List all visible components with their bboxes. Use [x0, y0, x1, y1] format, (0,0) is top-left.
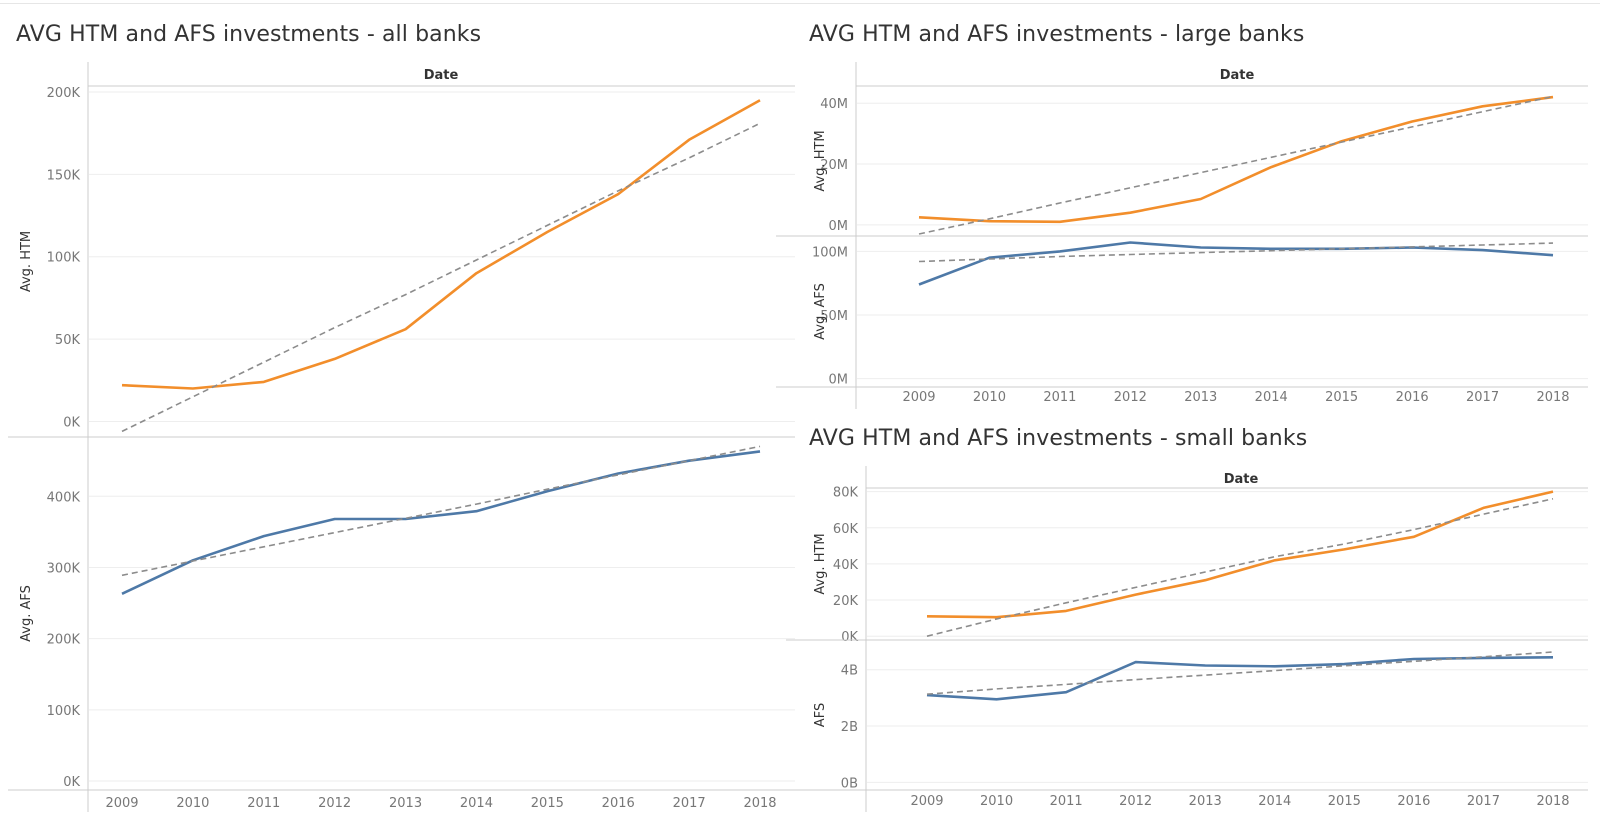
htm-series-line: [918, 95, 1554, 224]
trend-line: [918, 95, 1554, 235]
x-tick-label: 2010: [973, 390, 1006, 405]
chart-panel-0: Date 0K 50K 100K 150K 200K Avg. HTM 0K 100K 200K 3…: [8, 62, 795, 812]
y-tick-label: 300K: [47, 561, 81, 576]
x-tick-label: 2012: [1114, 390, 1147, 405]
afs-series-line: [918, 241, 1554, 286]
x-tick-label: 2010: [980, 794, 1013, 809]
x-tick-label: 2011: [1050, 794, 1083, 809]
panel-title-small-banks: AVG HTM and AFS investments - small bank…: [809, 426, 1308, 451]
x-tick-label: 2009: [902, 390, 935, 405]
y-tick-label: 100K: [47, 251, 81, 266]
trend-line: [926, 651, 1554, 695]
y-tick-label: 100K: [47, 704, 81, 719]
x-tick-label: 2017: [673, 796, 706, 811]
y-axis-title: Avg. AFS: [19, 585, 34, 642]
series-group: [926, 651, 1554, 701]
x-tick-label: 2014: [1258, 794, 1291, 809]
x-tick-label: 2017: [1466, 390, 1499, 405]
y-axis-title: Avg. HTM: [813, 533, 828, 594]
y-tick-label: 0M: [829, 219, 849, 234]
x-tick-label: 2018: [1536, 794, 1569, 809]
x-tick-label: 2016: [1397, 794, 1430, 809]
y-axis-title: AFS: [813, 703, 828, 727]
series-group: [918, 95, 1554, 235]
column-header-date: Date: [1224, 472, 1259, 487]
y-tick-label: 50M: [820, 309, 848, 324]
series-group: [121, 99, 761, 433]
x-tick-label: 2011: [247, 796, 280, 811]
afs-series-line: [121, 450, 761, 595]
chart-row-2-1: 0B 2B 4B AFS: [786, 651, 1588, 791]
trend-line: [926, 498, 1554, 637]
y-tick-label: 50K: [55, 333, 81, 348]
chart-row-1-1: 0M 50M 100M Avg. AFS: [776, 241, 1588, 388]
panel-title-all-banks: AVG HTM and AFS investments - all banks: [16, 22, 482, 47]
y-tick-label: 4B: [841, 664, 858, 679]
x-tick-label: 2013: [1189, 794, 1222, 809]
y-tick-label: 0K: [63, 415, 80, 430]
x-tick-label: 2015: [1328, 794, 1361, 809]
trend-line: [121, 122, 761, 433]
x-tick-label: 2012: [1119, 794, 1152, 809]
x-tick-label: 2017: [1467, 794, 1500, 809]
x-tick-label: 2011: [1043, 390, 1076, 405]
afs-series-line: [926, 656, 1554, 701]
y-tick-label: 150K: [47, 168, 81, 183]
column-header-date: Date: [1220, 68, 1255, 83]
htm-series-line: [121, 99, 761, 390]
y-tick-label: 0B: [841, 776, 858, 791]
x-tick-label: 2016: [1396, 390, 1429, 405]
chart-row-0-1: 0K 100K 200K 300K 400K Avg. AFS: [8, 445, 795, 791]
y-tick-label: 80K: [833, 486, 859, 501]
x-tick-label: 2015: [1325, 390, 1358, 405]
trend-line: [121, 445, 761, 577]
panel-title-large-banks: AVG HTM and AFS investments - large bank…: [809, 22, 1305, 47]
series-group: [121, 445, 761, 595]
x-tick-label: 2018: [743, 796, 776, 811]
y-tick-label: 200K: [47, 86, 81, 101]
chart-row-0-0: 0K 50K 100K 150K 200K Avg. HTM: [8, 86, 795, 438]
htm-series-line: [926, 490, 1554, 619]
top-divider: [0, 3, 1600, 4]
chart-panel-2: Date 0K 20K 40K 60K 80K Avg. HTM 0B 2B 4B AFS 2009 2…: [786, 466, 1588, 812]
x-tick-label: 2009: [105, 796, 138, 811]
y-axis-title: Avg. HTM: [813, 130, 828, 191]
y-axis-title: Avg. AFS: [813, 283, 828, 340]
y-tick-label: 40M: [820, 97, 848, 112]
x-tick-label: 2014: [460, 796, 493, 811]
chart-panel-1: Date 0M 20M 40M Avg. HTM 0M 50M 100M Avg. AFS 200…: [776, 62, 1588, 409]
x-tick-label: 2015: [531, 796, 564, 811]
series-group: [926, 490, 1554, 637]
x-tick-label: 2016: [602, 796, 635, 811]
y-axis-title: Avg. HTM: [19, 231, 34, 292]
y-tick-label: 20M: [820, 158, 848, 173]
y-tick-label: 0M: [829, 373, 849, 388]
y-tick-label: 0K: [841, 630, 858, 645]
y-tick-label: 400K: [47, 490, 81, 505]
chart-row-1-0: 0M 20M 40M Avg. HTM: [776, 95, 1588, 237]
x-tick-label: 2012: [318, 796, 351, 811]
x-tick-label: 2009: [910, 794, 943, 809]
trend-line: [918, 242, 1554, 263]
x-tick-label: 2014: [1255, 390, 1288, 405]
column-header-date: Date: [424, 68, 459, 83]
x-tick-label: 2013: [389, 796, 422, 811]
y-tick-label: 200K: [47, 633, 81, 648]
y-tick-label: 40K: [833, 558, 859, 573]
y-tick-label: 20K: [833, 594, 859, 609]
series-group: [918, 241, 1554, 286]
y-tick-label: 2B: [841, 720, 858, 735]
y-tick-label: 60K: [833, 522, 859, 537]
x-tick-label: 2013: [1184, 390, 1217, 405]
x-tick-label: 2018: [1536, 390, 1569, 405]
chart-row-2-0: 0K 20K 40K 60K 80K Avg. HTM: [786, 486, 1588, 645]
x-tick-label: 2010: [176, 796, 209, 811]
y-tick-label: 0K: [63, 775, 80, 790]
y-tick-label: 100M: [812, 245, 848, 260]
